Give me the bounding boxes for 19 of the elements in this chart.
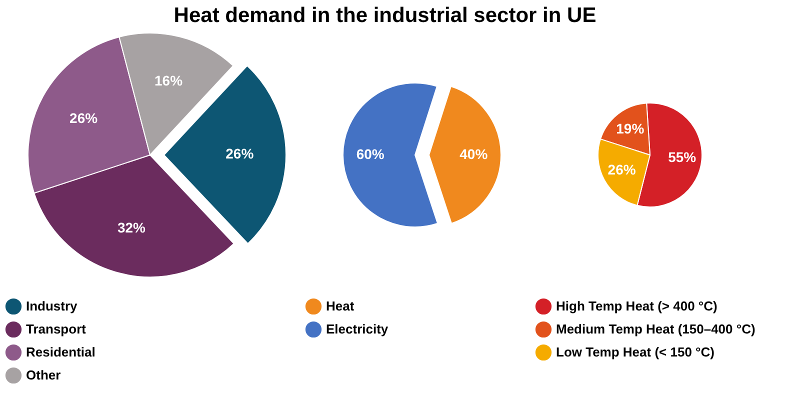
legend-label: Low Temp Heat (< 150 °C) <box>556 344 714 360</box>
data-label: 32% <box>117 219 146 236</box>
legend-label: Medium Temp Heat (150–400 °C) <box>556 322 756 336</box>
legend-label: Transport <box>26 322 87 336</box>
legend-label: Heat <box>326 298 355 314</box>
data-label: 55% <box>668 148 697 165</box>
data-label: 16% <box>154 72 184 89</box>
text: Heat demand in the industrial sector in UE <box>174 4 596 27</box>
data-label: 26% <box>70 110 98 126</box>
legend-label: Other <box>26 368 61 382</box>
data-label: 26% <box>608 162 636 178</box>
data-label: 40% <box>460 146 488 162</box>
legend-label: High Temp Heat (> 400 °C) <box>556 298 718 314</box>
legend-label: Residential <box>26 344 96 360</box>
legend-label: Electricity <box>326 322 389 336</box>
legend-label: Industry <box>26 298 78 314</box>
data-label: 60% <box>356 146 385 162</box>
data-label: 26% <box>226 146 254 162</box>
data-label: 19% <box>616 120 645 137</box>
